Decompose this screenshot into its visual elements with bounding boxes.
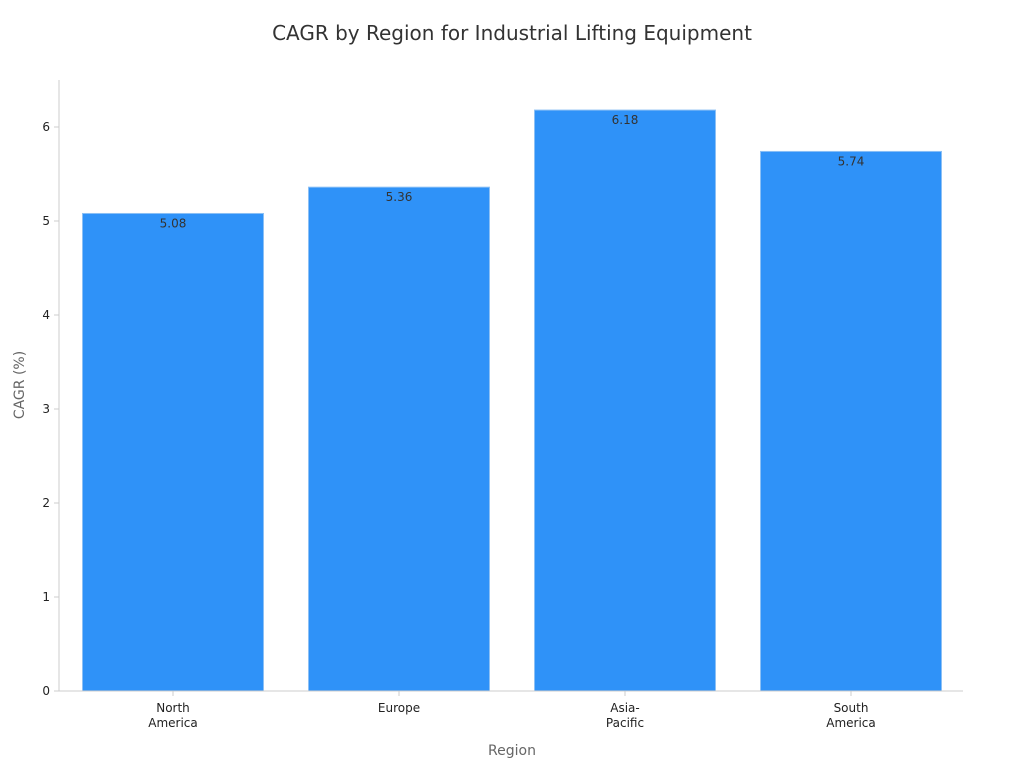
x-tick-label: South [834,701,869,715]
x-axis-label: Region [488,743,536,759]
data-label: 5.08 [160,216,187,230]
chart-title: CAGR by Region for Industrial Lifting Eq… [272,21,752,45]
data-label: 5.74 [838,154,865,168]
y-tick-label: 3 [42,402,50,416]
data-label: 6.18 [612,113,639,127]
y-tick-label: 6 [42,120,50,134]
data-label: 5.36 [386,190,413,204]
y-tick-label: 4 [42,308,50,322]
bar [534,109,716,692]
x-tick-label: Asia- [610,701,639,715]
bar [760,150,942,692]
y-tick-label: 0 [42,684,50,698]
y-tick-label: 2 [42,496,50,510]
y-tick-label: 5 [42,214,50,228]
x-tick-label: Pacific [606,716,644,730]
bar [82,212,264,692]
x-tick-label: America [148,716,198,730]
x-tick-label: Europe [378,701,420,715]
x-tick-label: America [826,716,876,730]
bar [308,186,490,692]
x-tick-label: North [156,701,190,715]
y-tick-label: 1 [42,590,50,604]
y-axis-label: CAGR (%) [12,351,28,419]
